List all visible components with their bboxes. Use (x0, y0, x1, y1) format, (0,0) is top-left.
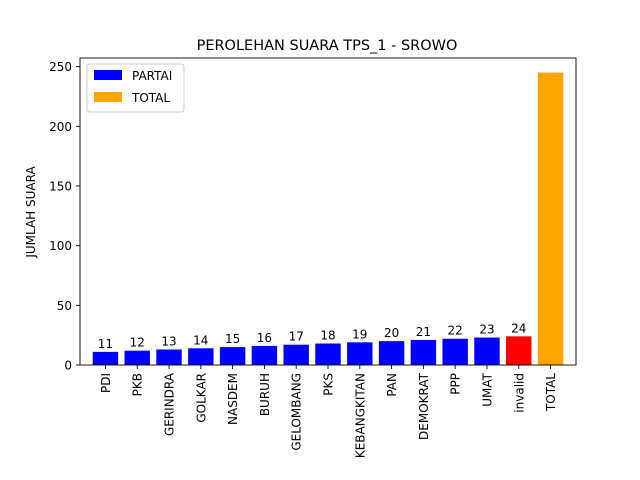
bar-gelombang (283, 344, 309, 365)
data-labels-group: 11 12 13 14 15 16 17 18 19 20 21 22 23 24 (98, 321, 527, 351)
bar-pan (378, 341, 405, 365)
data-label-pkb: 12 (130, 336, 145, 350)
y-tick-label-200: 200 (49, 120, 72, 134)
x-tick-label-pdi: PDI (99, 373, 113, 393)
x-tick-label-umat: UMAT (480, 372, 494, 406)
x-tick-label-pkb: PKB (131, 373, 145, 396)
data-label-golkar: 14 (193, 333, 208, 347)
data-label-pdi: 11 (98, 337, 113, 351)
x-tick-label-gerindra: GERINDRA (163, 372, 177, 436)
y-ticks-group: 0 50 100 150 200 250 (49, 60, 80, 373)
bar-ppp (442, 338, 468, 365)
x-tick-label-invalid: invalid (512, 373, 526, 413)
x-tick-label-ppp: PPP (449, 373, 463, 395)
data-label-gerindra: 13 (161, 334, 176, 348)
data-label-demokrat: 21 (416, 325, 431, 339)
x-tick-label-golkar: GOLKAR (194, 373, 208, 423)
x-tick-label-total: TOTAL (544, 373, 558, 412)
bar-pkb (124, 350, 150, 365)
plot-frame (79, 57, 577, 366)
data-label-pks: 18 (320, 329, 335, 343)
x-tick-label-pks: PKS (322, 373, 336, 396)
bar-invalid (506, 336, 532, 365)
x-tick-label-buruh: BURUH (258, 373, 272, 416)
data-label-buruh: 16 (257, 331, 272, 345)
x-tick-label-pan: PAN (385, 373, 399, 397)
bar-pks (315, 343, 341, 365)
bar-buruh (251, 345, 278, 365)
data-label-nasdem: 15 (225, 332, 240, 346)
legend-label-partai: PARTAI (132, 69, 172, 83)
bar-kebangkitan (347, 342, 373, 365)
bar-total (537, 72, 564, 365)
x-tick-label-kebangkitan: KEBANGKITAN (353, 373, 367, 458)
y-tick-label-250: 250 (49, 60, 72, 74)
bar-umat (474, 337, 500, 365)
bar-golkar (188, 348, 214, 365)
y-axis-label: JUMLAH SUARA (24, 166, 38, 259)
bars-group (92, 72, 564, 365)
bar-gerindra (156, 349, 182, 365)
legend-label-total: TOTAL (131, 91, 170, 105)
x-tick-label-nasdem: NASDEM (226, 373, 240, 425)
data-label-gelombang: 17 (289, 330, 304, 344)
legend-swatch-partai (94, 70, 122, 80)
data-label-umat: 23 (479, 323, 494, 337)
x-tick-label-demokrat: DEMOKRAT (417, 372, 431, 440)
bar-nasdem (219, 347, 246, 365)
data-label-ppp: 22 (448, 324, 463, 338)
bar-demokrat (410, 339, 437, 365)
x-ticks-group: PDI PKB GERINDRA GOLKAR NASDEM BURUH GELOMBANG… (99, 365, 558, 458)
legend-swatch-total (94, 92, 122, 102)
data-label-pan: 20 (384, 326, 399, 340)
data-label-invalid: 24 (511, 321, 526, 335)
y-tick-label-150: 150 (49, 179, 72, 193)
legend: PARTAI TOTAL (86, 63, 185, 113)
x-tick-label-gelombang: GELOMBANG (290, 373, 304, 451)
y-tick-label-50: 50 (57, 299, 72, 313)
y-tick-label-100: 100 (49, 239, 72, 253)
chart-title: PEROLEHAN SUARA TPS_1 - SROWO (197, 38, 458, 54)
data-label-kebangkitan: 19 (352, 327, 367, 341)
y-tick-label-0: 0 (64, 359, 72, 373)
bar-pdi (92, 351, 119, 365)
